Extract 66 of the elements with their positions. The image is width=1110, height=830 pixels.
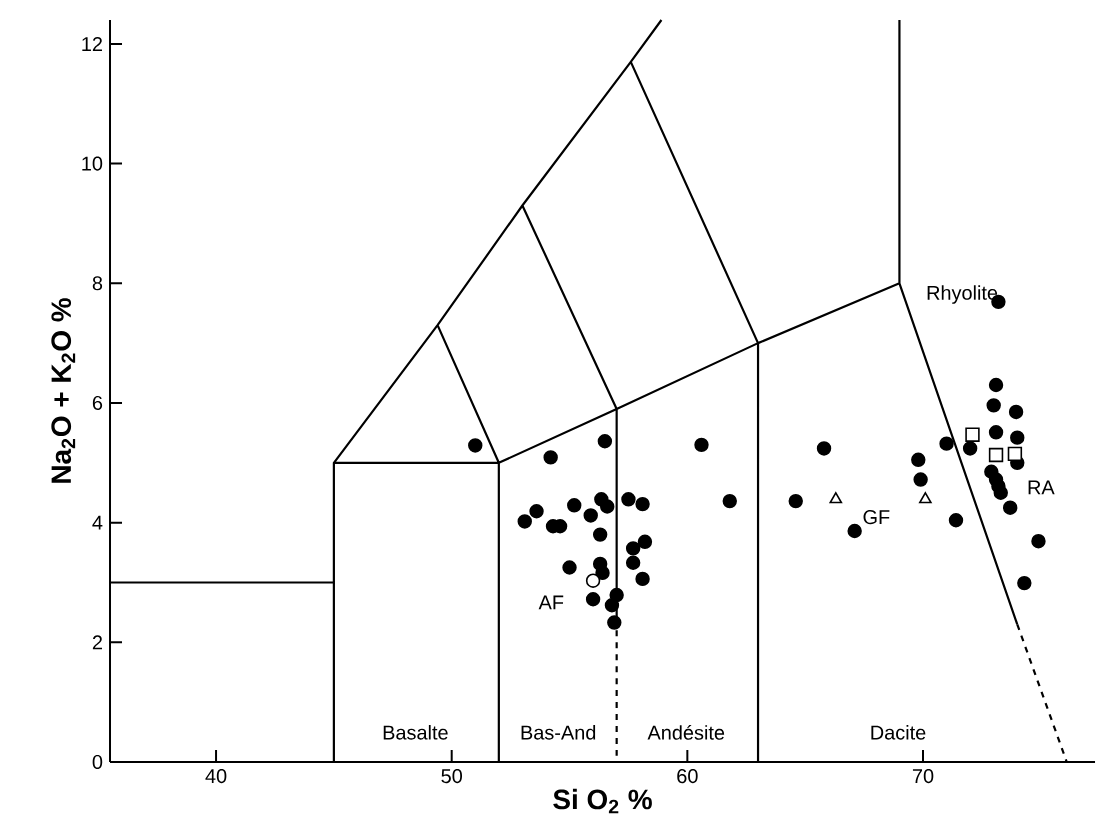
point <box>965 427 980 442</box>
point <box>625 541 641 556</box>
point <box>847 523 862 539</box>
x-tick-label: 60 <box>677 769 698 784</box>
point <box>988 425 1004 440</box>
point <box>694 437 709 453</box>
point <box>816 441 832 456</box>
point <box>468 438 483 453</box>
point <box>919 492 932 504</box>
point <box>625 555 641 570</box>
point <box>585 592 601 607</box>
point <box>1008 404 1024 420</box>
annotation: Dacite <box>871 725 926 740</box>
annotation: Rhyolite <box>927 285 998 304</box>
point <box>607 615 622 630</box>
point <box>635 496 650 512</box>
point <box>635 571 650 587</box>
y-tick-label: 2 <box>92 635 102 650</box>
point <box>517 514 532 529</box>
point <box>1010 430 1025 445</box>
y-tick-label: 12 <box>82 36 102 51</box>
y-tick-label: 4 <box>92 515 103 530</box>
point <box>962 441 978 456</box>
annotation: Basalte <box>383 725 448 740</box>
point <box>597 434 613 449</box>
point <box>913 472 928 487</box>
point <box>948 513 964 528</box>
point <box>986 398 1001 413</box>
point <box>993 485 1008 500</box>
point <box>604 598 620 613</box>
point <box>585 573 601 588</box>
point <box>621 492 636 507</box>
annotation: Bas-And <box>521 725 596 740</box>
point <box>600 499 615 514</box>
point <box>562 560 577 575</box>
point <box>1002 500 1018 515</box>
point <box>583 508 598 523</box>
point <box>1017 575 1032 591</box>
y-tick-label: 10 <box>82 156 103 171</box>
point <box>911 452 926 468</box>
point <box>1007 446 1023 462</box>
point <box>829 492 843 504</box>
point <box>988 447 1004 463</box>
point <box>543 450 558 465</box>
x-axis-title: Si O$_{2}$ % <box>553 788 652 814</box>
annotation: Andésite <box>647 724 725 740</box>
x-tick-label: 70 <box>912 769 934 784</box>
point <box>567 498 582 513</box>
point <box>529 504 544 519</box>
point <box>988 377 1004 393</box>
point <box>637 534 653 549</box>
point <box>939 436 954 451</box>
annotation: GF <box>863 510 890 525</box>
point <box>1031 534 1046 549</box>
annotation: AF <box>538 595 564 610</box>
x-tick-label: 40 <box>205 769 227 784</box>
annotation: RA <box>1028 480 1055 495</box>
point <box>592 527 608 542</box>
y-axis-title: Na$_{2}$O + K$_{2}$O % <box>51 298 76 483</box>
y-tick-label: 0 <box>92 754 103 770</box>
point <box>722 493 737 509</box>
y-tick-label: 8 <box>92 276 103 291</box>
x-tick-label: 50 <box>441 769 463 784</box>
point <box>595 565 610 581</box>
y-tick-label: 6 <box>92 395 103 411</box>
point <box>788 493 803 509</box>
